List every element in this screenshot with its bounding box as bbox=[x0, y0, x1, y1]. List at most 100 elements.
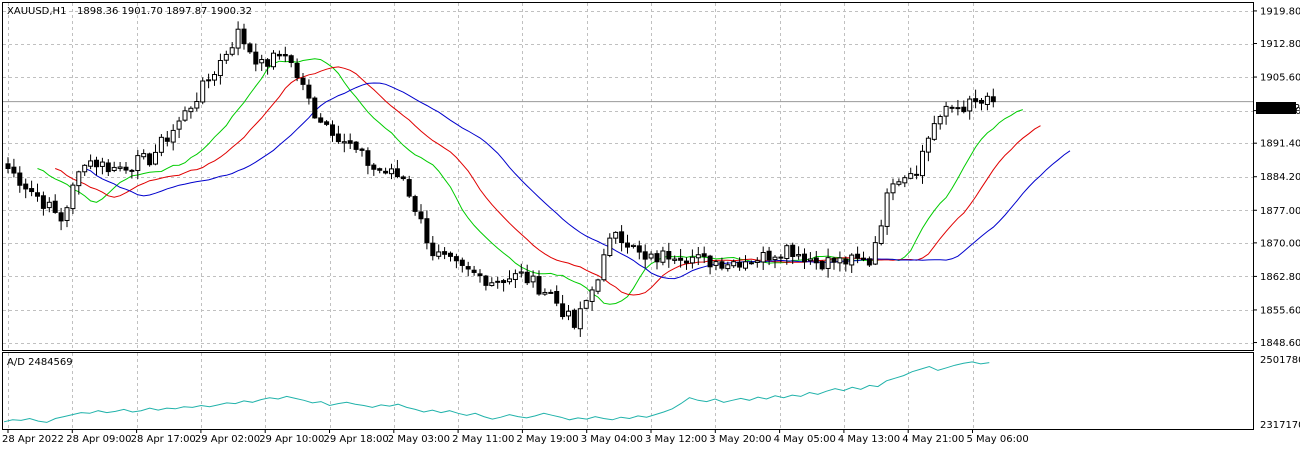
candle bbox=[459, 257, 465, 273]
candle bbox=[748, 260, 754, 265]
candle bbox=[271, 50, 276, 70]
candle-body bbox=[412, 196, 418, 212]
candle bbox=[837, 251, 843, 272]
candle bbox=[973, 89, 979, 109]
candle bbox=[153, 144, 158, 166]
candle bbox=[223, 50, 229, 64]
candle-body bbox=[660, 250, 666, 263]
candle-body bbox=[371, 164, 377, 170]
candle-body bbox=[613, 231, 619, 239]
time-tick-label: 2 May 03:00 bbox=[388, 434, 450, 445]
candle-body bbox=[949, 106, 955, 109]
candle bbox=[442, 247, 448, 260]
candle-body bbox=[542, 291, 548, 295]
candle bbox=[872, 236, 878, 266]
candle bbox=[389, 163, 394, 180]
candle-body bbox=[141, 153, 147, 158]
time-tick-label: 29 Apr 10:00 bbox=[259, 434, 324, 445]
candle bbox=[200, 77, 206, 105]
candle bbox=[105, 159, 111, 177]
candle bbox=[642, 244, 648, 269]
candle-body bbox=[878, 225, 884, 244]
candle bbox=[955, 99, 961, 116]
price-tick-label: 1905.60 bbox=[1260, 73, 1300, 84]
candle-body bbox=[306, 84, 312, 99]
candle bbox=[890, 178, 896, 201]
candle-body bbox=[259, 59, 265, 64]
candle-body bbox=[566, 310, 571, 317]
candle bbox=[542, 288, 548, 296]
candle-body bbox=[40, 195, 46, 209]
candle bbox=[365, 147, 371, 175]
time-tick-label: 4 May 13:00 bbox=[838, 434, 900, 445]
candle-body bbox=[377, 168, 383, 171]
candle-body bbox=[229, 47, 235, 55]
candle-body bbox=[188, 107, 194, 113]
candle bbox=[796, 246, 802, 260]
candle bbox=[212, 71, 217, 86]
candle bbox=[117, 161, 123, 172]
candle bbox=[666, 242, 672, 268]
candle-body bbox=[347, 140, 353, 144]
candle bbox=[448, 251, 453, 262]
candle-body bbox=[678, 257, 684, 261]
moving-average-line bbox=[84, 82, 1071, 280]
candle bbox=[359, 147, 365, 157]
candle-body bbox=[920, 150, 925, 177]
candle bbox=[70, 182, 76, 214]
price-tick-label: 1855.60 bbox=[1260, 305, 1300, 316]
candle-body bbox=[223, 53, 229, 61]
candle bbox=[182, 106, 188, 122]
candle-body bbox=[625, 242, 630, 248]
candle bbox=[5, 157, 11, 174]
candle bbox=[967, 95, 973, 120]
candle-body bbox=[666, 251, 672, 260]
candle bbox=[394, 159, 400, 179]
candle bbox=[400, 175, 406, 181]
candle bbox=[754, 257, 760, 268]
candle-body bbox=[176, 120, 182, 130]
candle-body bbox=[29, 188, 35, 193]
candle-body bbox=[707, 255, 713, 268]
candle-body bbox=[737, 261, 743, 268]
ad-line bbox=[3, 361, 990, 423]
candle-body bbox=[713, 261, 719, 266]
candle-body bbox=[790, 244, 796, 257]
candle-body bbox=[341, 141, 347, 144]
candle-body bbox=[654, 253, 660, 263]
candle-body bbox=[46, 201, 52, 209]
candle bbox=[937, 114, 943, 130]
candle-body bbox=[324, 121, 330, 125]
price-tick-label: 1884.20 bbox=[1260, 172, 1300, 183]
candle-body bbox=[837, 257, 843, 264]
price-tick-label: 1862.80 bbox=[1260, 272, 1300, 283]
candle bbox=[849, 253, 855, 273]
candle bbox=[866, 256, 872, 268]
candle-body bbox=[105, 162, 111, 173]
candle-body bbox=[335, 133, 341, 143]
candle-body bbox=[819, 260, 825, 270]
candle bbox=[82, 164, 88, 176]
candle bbox=[707, 254, 713, 275]
candle-body bbox=[825, 257, 831, 269]
candle-body bbox=[94, 159, 99, 168]
candle bbox=[560, 294, 566, 320]
candle-body bbox=[760, 252, 766, 263]
candle-body bbox=[353, 141, 359, 150]
candle-body bbox=[294, 62, 300, 79]
candle-body bbox=[778, 256, 784, 259]
candle bbox=[654, 250, 660, 270]
candle bbox=[135, 150, 141, 179]
candle-body bbox=[394, 168, 400, 178]
candle bbox=[147, 152, 153, 167]
candle bbox=[206, 73, 212, 89]
candle-body bbox=[135, 155, 141, 172]
candle bbox=[807, 252, 813, 265]
candle bbox=[347, 133, 353, 150]
candle bbox=[64, 205, 70, 228]
candle-body bbox=[619, 231, 625, 244]
candle-body bbox=[984, 95, 990, 105]
candle bbox=[566, 305, 571, 321]
time-tick-label: 4 May 05:00 bbox=[774, 434, 836, 445]
